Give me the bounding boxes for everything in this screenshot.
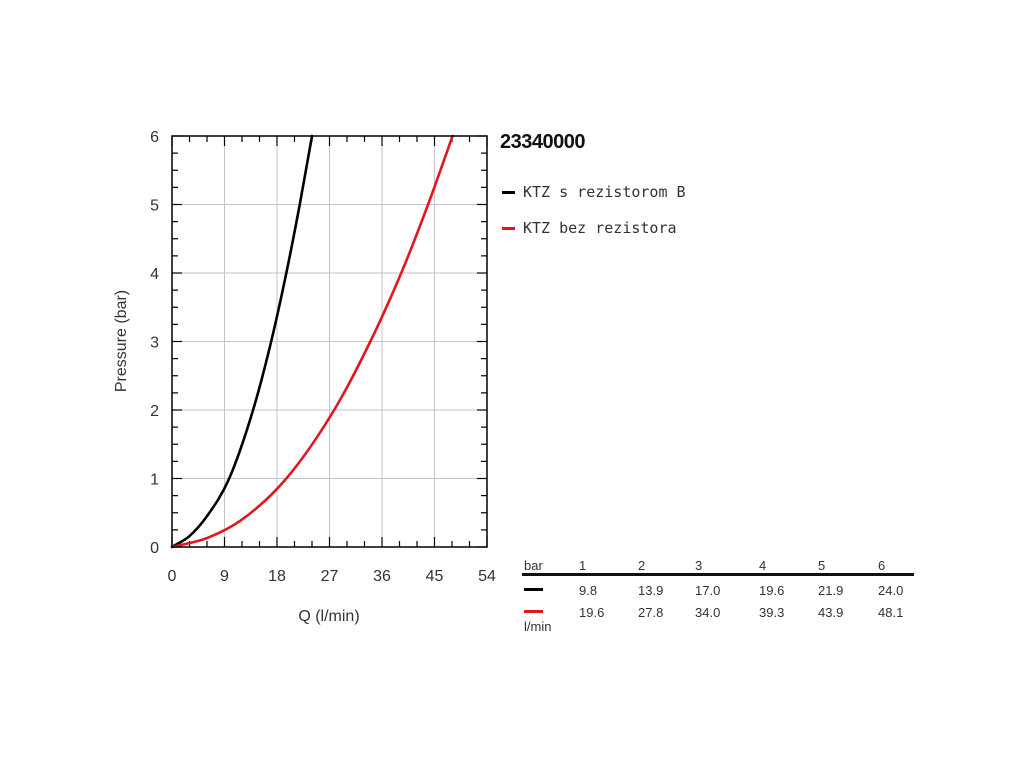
table-col-header: 6 bbox=[878, 558, 886, 573]
x-tick-label: 45 bbox=[426, 568, 444, 585]
x-tick-label: 36 bbox=[373, 568, 391, 585]
chart-title: 23340000 bbox=[500, 131, 585, 153]
table-header-bar: bar bbox=[524, 558, 543, 573]
table-cell: 43.9 bbox=[818, 605, 844, 620]
series-line-1 bbox=[170, 134, 454, 549]
table-col-header: 5 bbox=[818, 558, 826, 573]
grid-lines bbox=[171, 135, 488, 548]
table-col-header: 4 bbox=[759, 558, 767, 573]
x-tick-label: 18 bbox=[268, 568, 286, 585]
table-cell: 34.0 bbox=[695, 605, 721, 620]
plot-frame bbox=[171, 135, 488, 548]
legend-swatch-black bbox=[502, 190, 515, 194]
y-axis-label: Pressure (bar) bbox=[113, 290, 130, 392]
x-tick-label: 27 bbox=[321, 568, 339, 585]
table-cell: 39.3 bbox=[759, 605, 785, 620]
y-tick-label: 0 bbox=[150, 540, 159, 557]
y-tick-label: 4 bbox=[150, 266, 159, 283]
legend-label-red: KTZ bez rezistora bbox=[523, 219, 677, 237]
table-cell: 13.9 bbox=[638, 583, 664, 598]
y-tick-label: 3 bbox=[150, 335, 159, 352]
table-cell: 9.8 bbox=[579, 583, 598, 598]
table-rule bbox=[522, 573, 914, 576]
table-cell: 17.0 bbox=[695, 583, 721, 598]
table-cell: 19.6 bbox=[759, 583, 785, 598]
table-col-header: 3 bbox=[695, 558, 703, 573]
x-tick-label: 54 bbox=[478, 568, 496, 585]
x-tick-label: 9 bbox=[220, 568, 229, 585]
series-lines bbox=[170, 134, 454, 549]
x-axis-label: Q (l/min) bbox=[298, 608, 359, 625]
y-tick-label: 1 bbox=[150, 472, 159, 489]
legend-item-black: KTZ s rezistorom B bbox=[502, 182, 686, 202]
table-cell: 19.6 bbox=[579, 605, 605, 620]
y-tick-label: 2 bbox=[150, 403, 159, 420]
y-tick-label: 6 bbox=[150, 129, 159, 146]
table-row-swatch-red bbox=[524, 610, 543, 613]
table-col-header: 2 bbox=[638, 558, 646, 573]
legend-swatch-red bbox=[502, 226, 515, 230]
legend-item-red: KTZ bez rezistora bbox=[502, 218, 677, 238]
table-cell: 27.8 bbox=[638, 605, 664, 620]
series-line-0 bbox=[170, 134, 314, 549]
table-row-swatch-black bbox=[524, 588, 543, 591]
x-tick-label: 0 bbox=[168, 568, 177, 585]
table-cell: 48.1 bbox=[878, 605, 904, 620]
legend-label-black: KTZ s rezistorom B bbox=[523, 183, 686, 201]
table-cell: 21.9 bbox=[818, 583, 844, 598]
table-col-header: 1 bbox=[579, 558, 587, 573]
table-cell: 24.0 bbox=[878, 583, 904, 598]
y-tick-label: 5 bbox=[150, 198, 159, 215]
table-unit-label: l/min bbox=[524, 619, 552, 634]
